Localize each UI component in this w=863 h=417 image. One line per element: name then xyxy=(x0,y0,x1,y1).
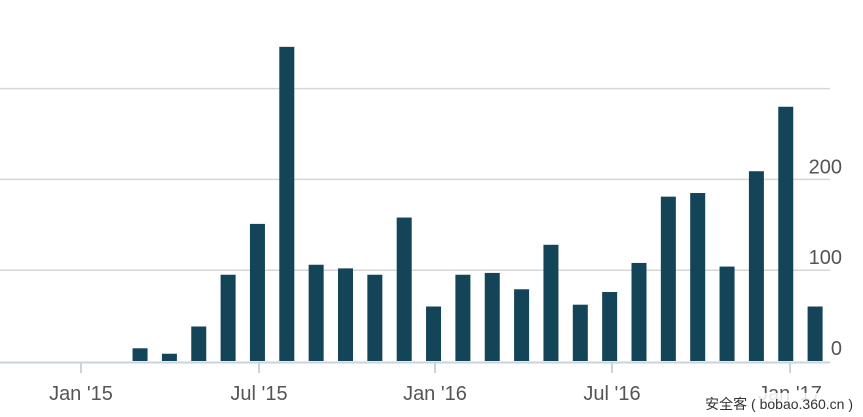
x-tick-label: Jul '16 xyxy=(583,383,640,405)
bar xyxy=(396,217,412,361)
y-tick-label: 100 xyxy=(809,247,842,269)
bar xyxy=(719,266,735,361)
bar xyxy=(249,223,265,361)
bar xyxy=(338,268,353,361)
bar xyxy=(279,46,295,361)
gridlines xyxy=(0,87,830,271)
bars xyxy=(132,46,823,361)
y-tick-label: 200 xyxy=(809,156,842,178)
bar xyxy=(132,348,148,361)
x-tick-label: Jul '15 xyxy=(230,383,287,405)
bar xyxy=(660,196,676,361)
bar xyxy=(455,274,471,361)
bar xyxy=(426,306,442,361)
y-axis-labels: 0 100 200 xyxy=(809,156,842,360)
bar xyxy=(778,106,794,361)
bar xyxy=(631,262,647,361)
bar xyxy=(572,304,588,361)
bar xyxy=(690,193,706,361)
bar xyxy=(191,326,207,361)
bar xyxy=(220,274,236,361)
x-tick-label: Jan '16 xyxy=(403,383,467,405)
bar xyxy=(484,272,500,361)
bar xyxy=(514,289,530,361)
bar xyxy=(308,264,324,361)
bar xyxy=(161,353,177,361)
bar xyxy=(807,306,823,361)
bar xyxy=(367,274,383,361)
bar xyxy=(543,244,559,361)
y-tick-label: 0 xyxy=(831,338,842,360)
bar xyxy=(748,171,764,361)
watermark: 安全客 ( bobao.360.cn ) xyxy=(701,393,857,415)
bar xyxy=(602,291,618,361)
x-tick-label: Jan '15 xyxy=(49,383,113,405)
